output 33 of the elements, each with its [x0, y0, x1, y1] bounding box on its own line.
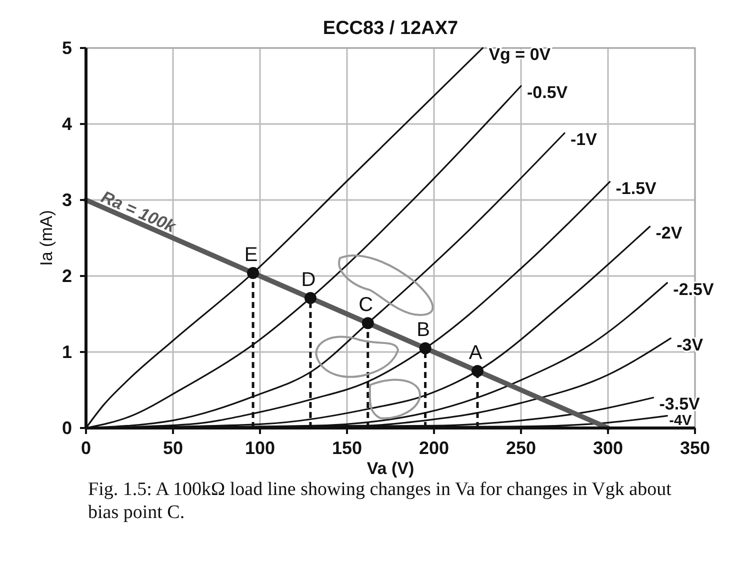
series-label: -2.5V: [673, 280, 714, 299]
x-tick-label: 350: [680, 438, 710, 458]
y-tick-label: 1: [62, 342, 72, 362]
series-label: -2V: [656, 224, 683, 243]
y-tick-label: 2: [62, 266, 72, 286]
series-label: -0.5V: [527, 83, 568, 102]
x-axis-title: Va (V): [366, 459, 414, 478]
caption: Fig. 1.5: A 100kΩ load line showing changes in Va for changes in Vgk about bias point C.: [88, 478, 672, 524]
x-tick-label: 200: [418, 438, 450, 458]
series-label: -3.5V: [659, 394, 701, 414]
chart-title: ECC83 / 12AX7: [322, 18, 458, 39]
annotation: C: [358, 294, 374, 316]
y-tick-label: 5: [62, 38, 72, 58]
x-tick-label: 100: [244, 438, 276, 458]
annotation: B: [416, 319, 430, 342]
x-tick-label: 300: [592, 438, 624, 458]
x-tick-label: 0: [80, 438, 92, 458]
annotation: D: [301, 269, 316, 292]
annotation: E: [244, 244, 258, 266]
y-tick-label: 4: [62, 114, 72, 134]
series-label: Vg = 0V: [488, 45, 552, 64]
x-tick-label: 250: [506, 438, 536, 458]
y-axis-title: Ia (mA): [37, 210, 56, 266]
y-tick-label: 3: [62, 190, 72, 210]
annotation: A: [468, 342, 483, 364]
series-label: -1V: [570, 130, 598, 150]
series-label: -3V: [676, 335, 704, 354]
y-tick-label: 0: [62, 418, 72, 438]
x-tick-label: 50: [162, 438, 184, 458]
series-label: -4V: [669, 412, 692, 429]
series-label: -1.5V: [616, 178, 658, 198]
x-tick-label: 150: [332, 438, 362, 458]
text: Ra = 100k: [98, 187, 180, 237]
